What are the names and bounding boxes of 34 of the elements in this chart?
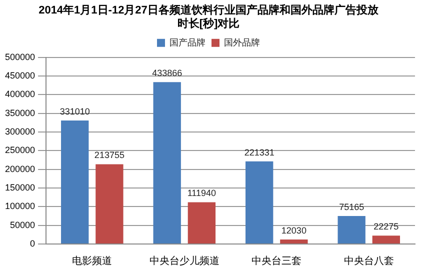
bar bbox=[246, 161, 274, 244]
data-label: 111940 bbox=[187, 188, 216, 198]
chart-title: 2014年1月1日-12月27日各频道饮料行业国产品牌和国外品牌广告投放时长[秒]对比 bbox=[38, 4, 380, 30]
data-label: 75165 bbox=[339, 202, 364, 212]
bar bbox=[61, 120, 89, 244]
y-tick-label: 350000 bbox=[4, 108, 36, 118]
data-label: 433866 bbox=[152, 68, 182, 78]
bar bbox=[153, 82, 181, 244]
y-tick-label: 0 bbox=[30, 238, 36, 248]
x-tick-label: 中央台三套 bbox=[252, 254, 302, 267]
y-tick-label: 300000 bbox=[4, 126, 36, 137]
y-tick-label: 250000 bbox=[4, 145, 36, 156]
data-label: 22275 bbox=[374, 222, 399, 232]
x-tick-label: 电影频道 bbox=[72, 254, 112, 267]
y-tick-label: 150000 bbox=[4, 182, 36, 193]
y-tick-label: 100000 bbox=[4, 201, 36, 212]
y-tick-label: 450000 bbox=[4, 70, 36, 81]
y-tick-label: 50000 bbox=[10, 220, 36, 230]
legend-label: 国产品牌 bbox=[170, 37, 206, 48]
data-label: 331010 bbox=[60, 106, 90, 116]
bar bbox=[372, 236, 400, 244]
bar bbox=[188, 202, 216, 244]
x-tick-label: 中央台少儿频道 bbox=[149, 254, 220, 267]
data-label: 221331 bbox=[244, 147, 274, 158]
bar bbox=[96, 164, 124, 244]
legend-label: 国外品牌 bbox=[224, 37, 260, 48]
y-tick-label: 200000 bbox=[4, 164, 36, 174]
x-tick-label: 中央台八套 bbox=[344, 254, 394, 267]
y-tick-label: 400000 bbox=[4, 89, 36, 100]
data-label: 213755 bbox=[94, 150, 124, 160]
data-label: 12030 bbox=[281, 225, 306, 236]
y-tick-label: 500000 bbox=[4, 52, 36, 62]
bar bbox=[280, 240, 308, 244]
bar bbox=[338, 216, 366, 244]
